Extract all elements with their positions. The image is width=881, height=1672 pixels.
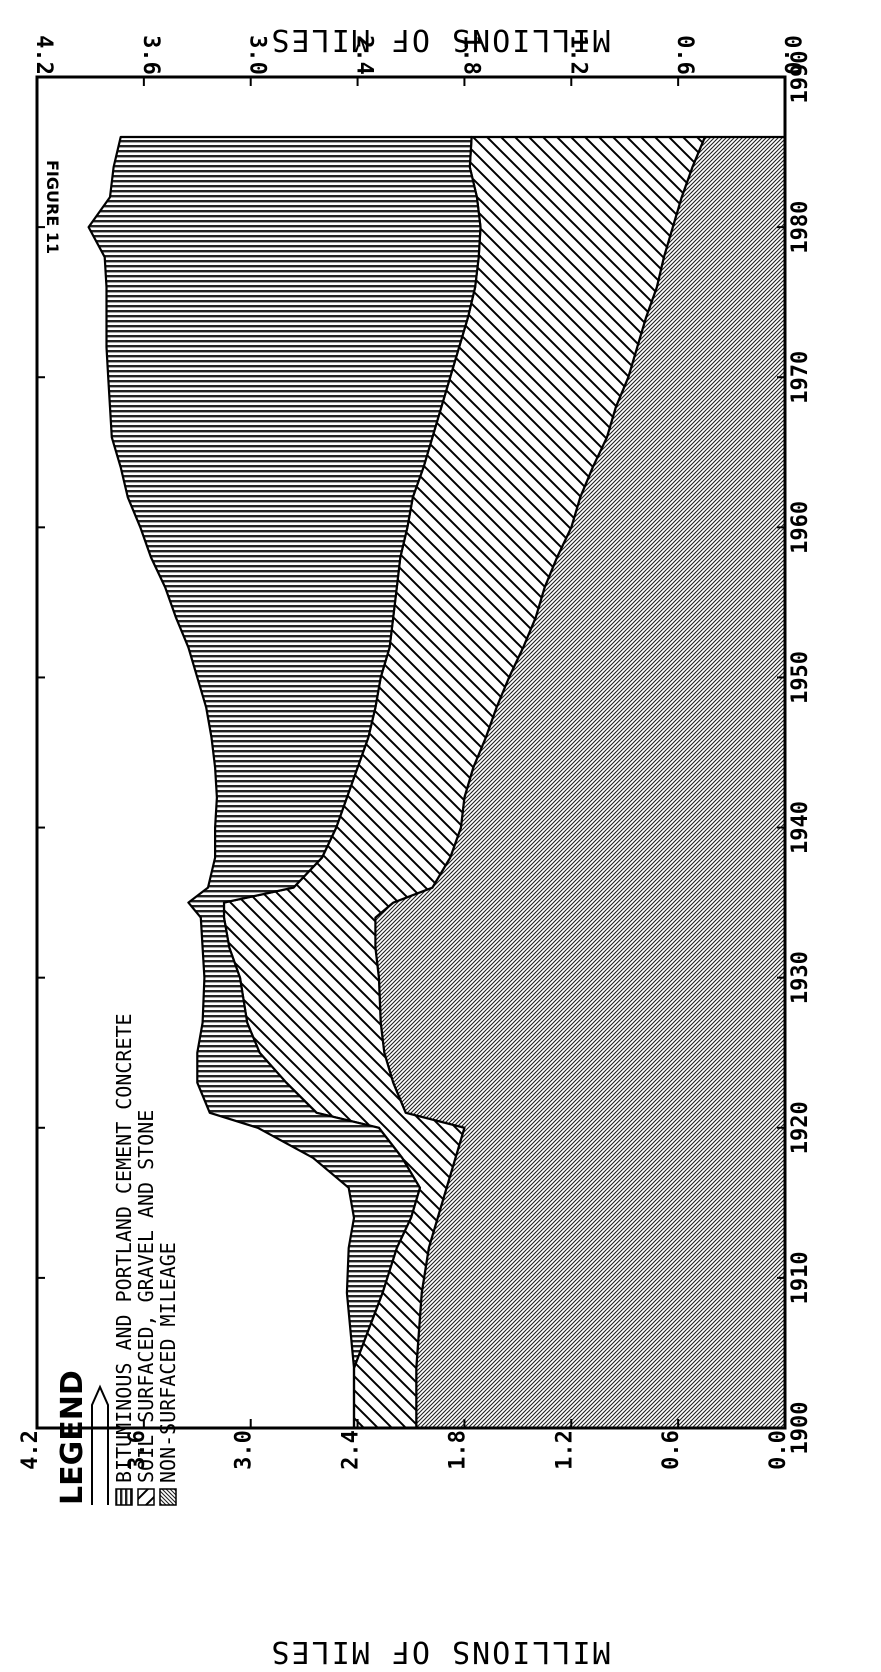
- plot-frame: [35, 75, 787, 1430]
- tick-label-miles-top-1.8: 1.8: [458, 35, 483, 75]
- tick-label-miles-top-0.0: 0.0: [779, 35, 804, 75]
- legend-swatch-bituminous: [115, 1488, 133, 1506]
- axis-title-top: MILLIONS OF MILES: [269, 22, 610, 57]
- legend-swatch-soil: [137, 1488, 155, 1506]
- tick-label-year-1950: 1950: [788, 651, 813, 704]
- tick-label-miles-bottom-0.0: 0.0: [766, 1430, 791, 1470]
- figure-label: FIGURE 11: [43, 160, 62, 254]
- series-bituminous: [87, 135, 482, 1430]
- tick-label-miles-bottom-0.6: 0.6: [659, 1430, 684, 1470]
- legend-swatch-non-surfaced: [159, 1488, 177, 1506]
- tick-label-miles-bottom-1.2: 1.2: [552, 1430, 577, 1470]
- tick-label-miles-top-3.6: 3.6: [138, 35, 163, 75]
- legend-entry-soil: SOIL SURFACED, GRAVEL AND STONE: [134, 1110, 158, 1483]
- tick-label-miles-bottom-3.0: 3.0: [232, 1430, 257, 1470]
- tick-label-miles-bottom-1.8: 1.8: [445, 1430, 470, 1470]
- tick-label-year-1910: 1910: [788, 1251, 813, 1304]
- tick-label-year-1930: 1930: [788, 951, 813, 1004]
- tick-label-miles-top-3.0: 3.0: [245, 35, 270, 75]
- legend-title: LEGEND: [55, 1370, 90, 1505]
- tick-label-year-1960: 1960: [788, 501, 813, 554]
- tick-label-year-1920: 1920: [788, 1101, 813, 1154]
- legend-entry-non-surfaced: NON-SURFACED MILEAGE: [156, 1242, 180, 1483]
- tick-label-year-1980: 1980: [788, 201, 813, 254]
- plot-area: [87, 135, 787, 1430]
- tick-label-year-1940: 1940: [788, 801, 813, 854]
- tick-label-miles-top-0.6: 0.6: [672, 35, 697, 75]
- tick-label-year-1970: 1970: [788, 351, 813, 404]
- tick-label-year-1900: 1900: [788, 1402, 813, 1455]
- tick-label-miles-top-2.4: 2.4: [352, 35, 377, 75]
- tick-label-miles-bottom-4.2: 4.2: [18, 1430, 43, 1470]
- tick-label-miles-top-1.2: 1.2: [565, 35, 590, 75]
- legend-arrow: [91, 1384, 109, 1505]
- tick-label-miles-top-4.2: 4.2: [31, 35, 56, 75]
- tick-label-miles-bottom-3.6: 3.6: [125, 1430, 150, 1470]
- legend-entry-bituminous: BITUMINOUS AND PORTLAND CEMENT CONCRETE: [112, 1013, 136, 1483]
- tick-label-miles-bottom-2.4: 2.4: [339, 1430, 364, 1470]
- axis-title-bottom: MILLIONS OF MILES: [269, 1634, 610, 1669]
- axes: 1900 1910 1920 1930 1940 1950 1960 1970 1980 1990…: [18, 35, 813, 1470]
- tick-label-year-1990: 1990: [788, 51, 813, 104]
- legend: LEGEND BITUMINOUS AND PORTLAND CEMENT CO…: [55, 1013, 180, 1506]
